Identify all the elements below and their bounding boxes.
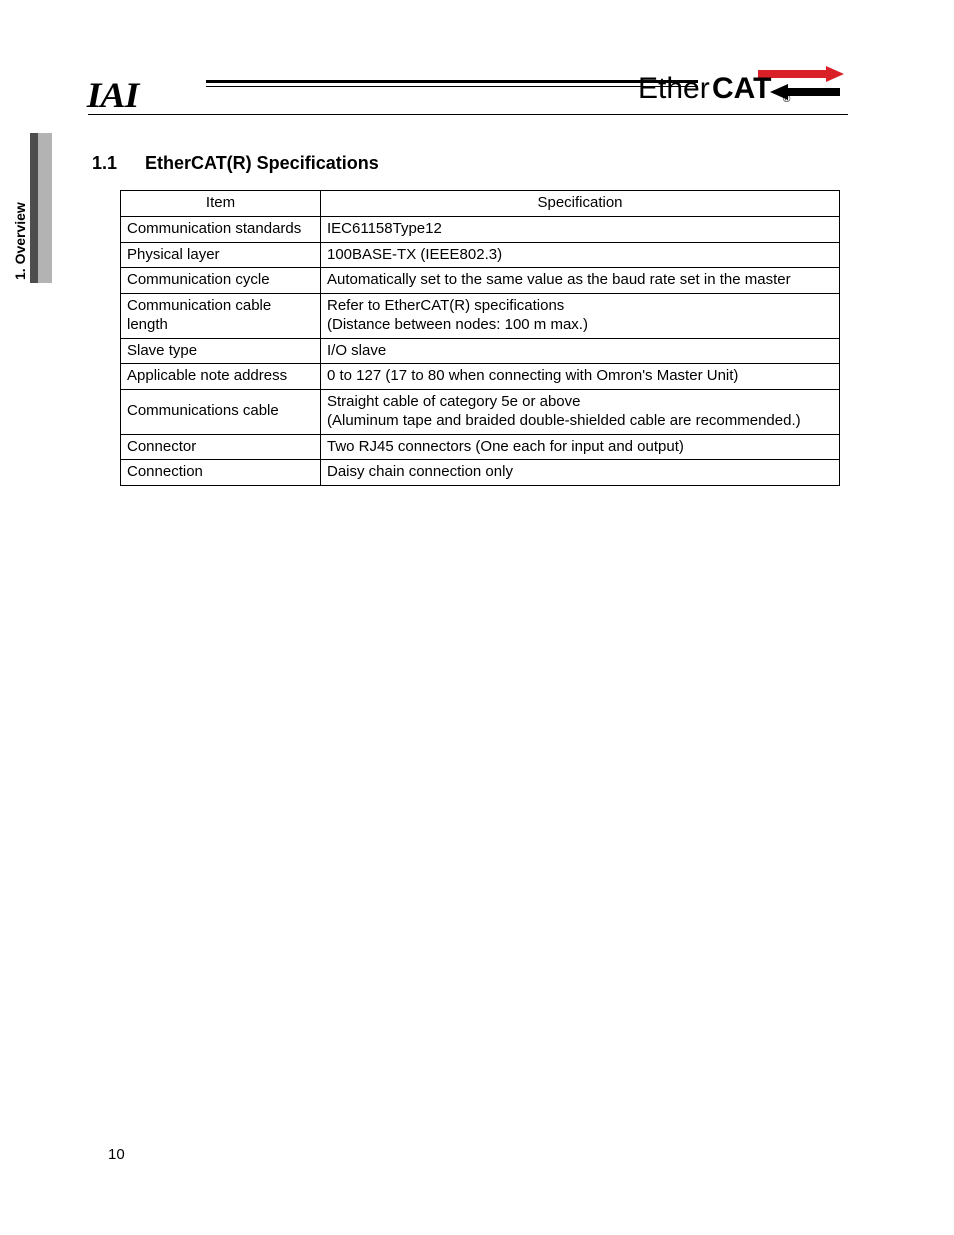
table-cell-spec: Two RJ45 connectors (One each for input … xyxy=(321,434,840,460)
table-row: ConnectionDaisy chain connection only xyxy=(121,460,840,486)
table-col-item: Item xyxy=(121,191,321,217)
page-header: IAI Ether CAT ® xyxy=(88,70,848,120)
spec-table-body: Communication standardsIEC61158Type12Phy… xyxy=(121,216,840,485)
table-cell-spec: IEC61158Type12 xyxy=(321,216,840,242)
table-row: Communication cable lengthRefer to Ether… xyxy=(121,294,840,339)
table-cell-spec: Daisy chain connection only xyxy=(321,460,840,486)
table-cell-item: Physical layer xyxy=(121,242,321,268)
header-bottom-rule xyxy=(88,114,848,115)
table-row: Applicable note address0 to 127 (17 to 8… xyxy=(121,364,840,390)
registered-mark: ® xyxy=(783,94,791,105)
table-col-spec: Specification xyxy=(321,191,840,217)
section-number: 1.1 xyxy=(92,153,140,174)
table-row: Communications cableStraight cable of ca… xyxy=(121,390,840,435)
table-cell-spec: Automatically set to the same value as t… xyxy=(321,268,840,294)
table-row: Communication standardsIEC61158Type12 xyxy=(121,216,840,242)
ethercat-prefix: Ether xyxy=(638,72,710,105)
table-cell-item: Connection xyxy=(121,460,321,486)
table-row: ConnectorTwo RJ45 connectors (One each f… xyxy=(121,434,840,460)
section-title: EtherCAT(R) Specifications xyxy=(145,153,379,173)
table-cell-item: Slave type xyxy=(121,338,321,364)
table-header-row: Item Specification xyxy=(121,191,840,217)
header-rule-thin xyxy=(206,86,698,87)
table-cell-spec: Straight cable of category 5e or above(A… xyxy=(321,390,840,435)
spec-table: Item Specification Communication standar… xyxy=(120,190,840,486)
table-cell-item: Communications cable xyxy=(121,390,321,435)
section-heading: 1.1 EtherCAT(R) Specifications xyxy=(92,153,379,174)
table-row: Communication cycleAutomatically set to … xyxy=(121,268,840,294)
ethercat-logo: Ether CAT ® xyxy=(638,66,848,110)
table-cell-spec: 0 to 127 (17 to 80 when connecting with … xyxy=(321,364,840,390)
header-rules xyxy=(206,80,698,87)
table-row: Physical layer100BASE-TX (IEEE802.3) xyxy=(121,242,840,268)
page: 1. Overview IAI Ether CAT ® 1.1 EtherCAT… xyxy=(0,0,954,1235)
table-cell-item: Communication cable length xyxy=(121,294,321,339)
table-cell-item: Communication standards xyxy=(121,216,321,242)
table-cell-item: Applicable note address xyxy=(121,364,321,390)
side-tab-label: 1. Overview xyxy=(12,202,28,280)
side-tab-dark xyxy=(30,133,38,283)
side-tab-light xyxy=(38,133,52,283)
table-row: Slave typeI/O slave xyxy=(121,338,840,364)
table-cell-spec: I/O slave xyxy=(321,338,840,364)
header-rule-thick xyxy=(206,80,698,83)
table-cell-spec: Refer to EtherCAT(R) specifications(Dist… xyxy=(321,294,840,339)
iai-logo: IAI xyxy=(87,74,138,116)
table-cell-item: Connector xyxy=(121,434,321,460)
ethercat-suffix: CAT xyxy=(712,72,771,105)
table-cell-item: Communication cycle xyxy=(121,268,321,294)
page-number: 10 xyxy=(108,1146,125,1163)
table-cell-spec: 100BASE-TX (IEEE802.3) xyxy=(321,242,840,268)
